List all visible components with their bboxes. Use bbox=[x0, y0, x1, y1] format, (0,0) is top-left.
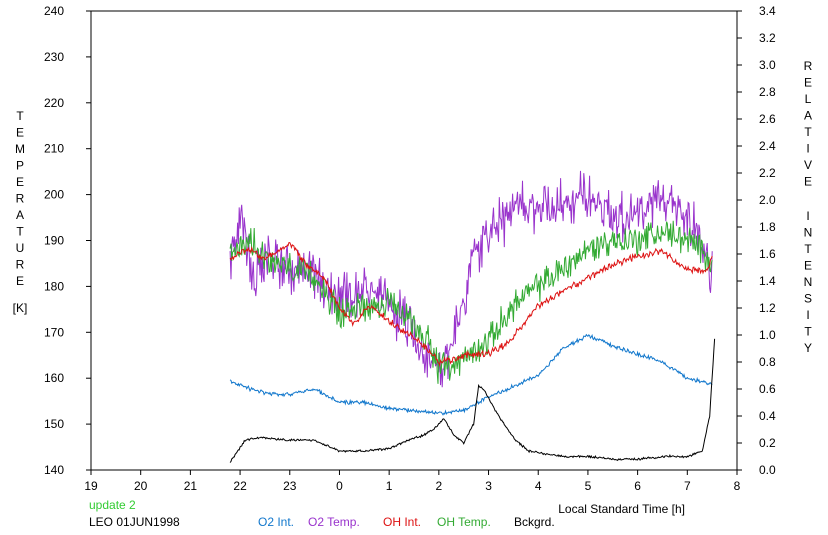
right-tick-label: 2.6 bbox=[759, 112, 776, 126]
legend-item: O2 Int. bbox=[258, 515, 295, 529]
right-tick-label: 3.2 bbox=[759, 31, 776, 45]
right-tick-label: 2.4 bbox=[759, 139, 776, 153]
left-tick-label: 210 bbox=[44, 142, 64, 156]
left-axis-title-letter: T bbox=[16, 225, 24, 239]
x-tick-label: 22 bbox=[233, 479, 247, 493]
right-tick-label: 1.0 bbox=[759, 328, 776, 342]
x-tick-label: 21 bbox=[184, 479, 198, 493]
right-tick-label: 0.0 bbox=[759, 463, 776, 477]
right-tick-label: 2.8 bbox=[759, 85, 776, 99]
right-axis-title-letter: I bbox=[806, 209, 809, 223]
x-axis-title: Local Standard Time [h] bbox=[558, 502, 685, 516]
series-line-oh-temp bbox=[229, 220, 713, 384]
right-axis-title-letter: S bbox=[804, 292, 812, 306]
left-tick-label: 180 bbox=[44, 279, 64, 293]
right-axis-title-letter: E bbox=[804, 76, 812, 90]
right-tick-label: 2.2 bbox=[759, 166, 776, 180]
plot-series-group bbox=[229, 170, 716, 463]
left-axis-title-letter: R bbox=[16, 192, 25, 206]
right-tick-label: 2.0 bbox=[759, 193, 776, 207]
left-axis-title-letter: E bbox=[16, 126, 24, 140]
legend-item: OH Temp. bbox=[437, 515, 491, 529]
right-axis-title-letter: R bbox=[804, 59, 813, 73]
right-tick-label: 1.2 bbox=[759, 301, 776, 315]
left-axis-title-letter: U bbox=[16, 241, 25, 255]
legend-item: O2 Temp. bbox=[308, 515, 360, 529]
x-tick-label: 20 bbox=[134, 479, 148, 493]
x-tick-label: 3 bbox=[485, 479, 492, 493]
right-axis-title-letter: L bbox=[805, 92, 812, 106]
right-axis-title-letter: I bbox=[806, 142, 809, 156]
right-tick-label: 3.4 bbox=[759, 4, 776, 18]
right-axis-title-letter: I bbox=[806, 308, 809, 322]
left-axis-title-letter: E bbox=[16, 274, 24, 288]
right-axis-title-letter: N bbox=[804, 226, 813, 240]
x-tick-label: 1 bbox=[386, 479, 393, 493]
x-tick-label: 7 bbox=[684, 479, 691, 493]
update-label: update 2 bbox=[89, 498, 136, 512]
right-tick-label: 0.6 bbox=[759, 382, 776, 396]
right-tick-label: 0.8 bbox=[759, 355, 776, 369]
right-tick-label: 1.4 bbox=[759, 274, 776, 288]
series-line-bckgrd bbox=[229, 338, 716, 463]
x-tick-label: 0 bbox=[336, 479, 343, 493]
right-axis-title-letter: A bbox=[804, 109, 812, 123]
x-tick-label: 19 bbox=[84, 479, 98, 493]
x-tick-label: 23 bbox=[283, 479, 297, 493]
left-tick-label: 230 bbox=[44, 50, 64, 64]
series-line-o2-temp bbox=[229, 170, 713, 388]
series-line-o2-int bbox=[229, 333, 713, 416]
series-line-oh-int bbox=[229, 242, 713, 367]
left-tick-label: 200 bbox=[44, 188, 64, 202]
x-tick-label: 4 bbox=[535, 479, 542, 493]
left-tick-label: 140 bbox=[44, 463, 64, 477]
legend-item: Bckgrd. bbox=[514, 515, 555, 529]
axes-group bbox=[86, 10, 742, 475]
left-axis-title-letter: E bbox=[16, 175, 24, 189]
labels-group: 19 20 21 22 23 0 1 2 3 4 5 6 7 8140150160170180190200… bbox=[13, 4, 813, 516]
x-tick-label: 6 bbox=[634, 479, 641, 493]
right-tick-label: 3.0 bbox=[759, 58, 776, 72]
left-axis-title-letter: R bbox=[16, 258, 25, 272]
right-axis-title-letter: E bbox=[804, 175, 812, 189]
site-date-label: LEO 01JUN1998 bbox=[89, 515, 180, 529]
right-axis-title-letter: V bbox=[804, 158, 812, 172]
right-axis-title-letter: N bbox=[804, 275, 813, 289]
right-axis-title-letter: T bbox=[804, 325, 812, 339]
left-axis-title-letter: A bbox=[16, 208, 24, 222]
left-axis-title-letter: T bbox=[16, 109, 24, 123]
left-tick-label: 170 bbox=[44, 325, 64, 339]
left-tick-label: 220 bbox=[44, 96, 64, 110]
right-tick-label: 1.6 bbox=[759, 247, 776, 261]
right-tick-label: 1.8 bbox=[759, 220, 776, 234]
left-axis-unit: [K] bbox=[13, 301, 28, 315]
x-tick-label: 2 bbox=[436, 479, 443, 493]
right-axis-title-letter: T bbox=[804, 125, 812, 139]
left-tick-label: 160 bbox=[44, 371, 64, 385]
x-tick-label: 8 bbox=[734, 479, 741, 493]
right-axis-title-letter: E bbox=[804, 259, 812, 273]
right-axis-title-letter: Y bbox=[804, 341, 812, 355]
left-tick-label: 190 bbox=[44, 234, 64, 248]
x-tick-label: 5 bbox=[585, 479, 592, 493]
left-tick-label: 150 bbox=[44, 417, 64, 431]
left-axis-title-letter: M bbox=[15, 142, 25, 156]
right-axis-title-letter: T bbox=[804, 242, 812, 256]
legend-item: OH Int. bbox=[383, 515, 422, 529]
left-tick-label: 240 bbox=[44, 4, 64, 18]
right-tick-label: 0.2 bbox=[759, 436, 776, 450]
right-tick-label: 0.4 bbox=[759, 409, 776, 423]
left-axis-title-letter: P bbox=[16, 159, 24, 173]
